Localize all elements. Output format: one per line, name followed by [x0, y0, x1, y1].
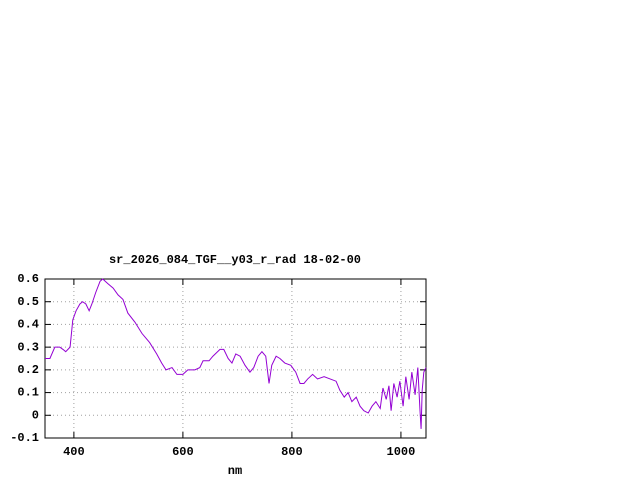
y-tick-label: 0.2 — [17, 363, 39, 377]
x-tick-label: 600 — [172, 445, 194, 459]
y-tick-label: 0.1 — [17, 386, 39, 400]
y-tick-label: 0 — [32, 408, 39, 422]
y-tick-label: 0.3 — [17, 340, 39, 354]
x-axis-label: nm — [228, 464, 242, 478]
x-tick-label: 800 — [281, 445, 303, 459]
y-tick-label: 0.6 — [17, 272, 39, 286]
data-line — [45, 278, 427, 429]
chart-title: sr_2026_084_TGF__y03_r_rad 18-02-00 — [109, 253, 361, 267]
x-tick-label: 1000 — [387, 445, 416, 459]
y-tick-label: -0.1 — [10, 431, 39, 445]
plot-frame — [44, 278, 427, 439]
y-tick-label: 0.5 — [17, 295, 39, 309]
x-tick-label: 400 — [63, 445, 85, 459]
y-tick-label: 0.4 — [17, 318, 39, 332]
